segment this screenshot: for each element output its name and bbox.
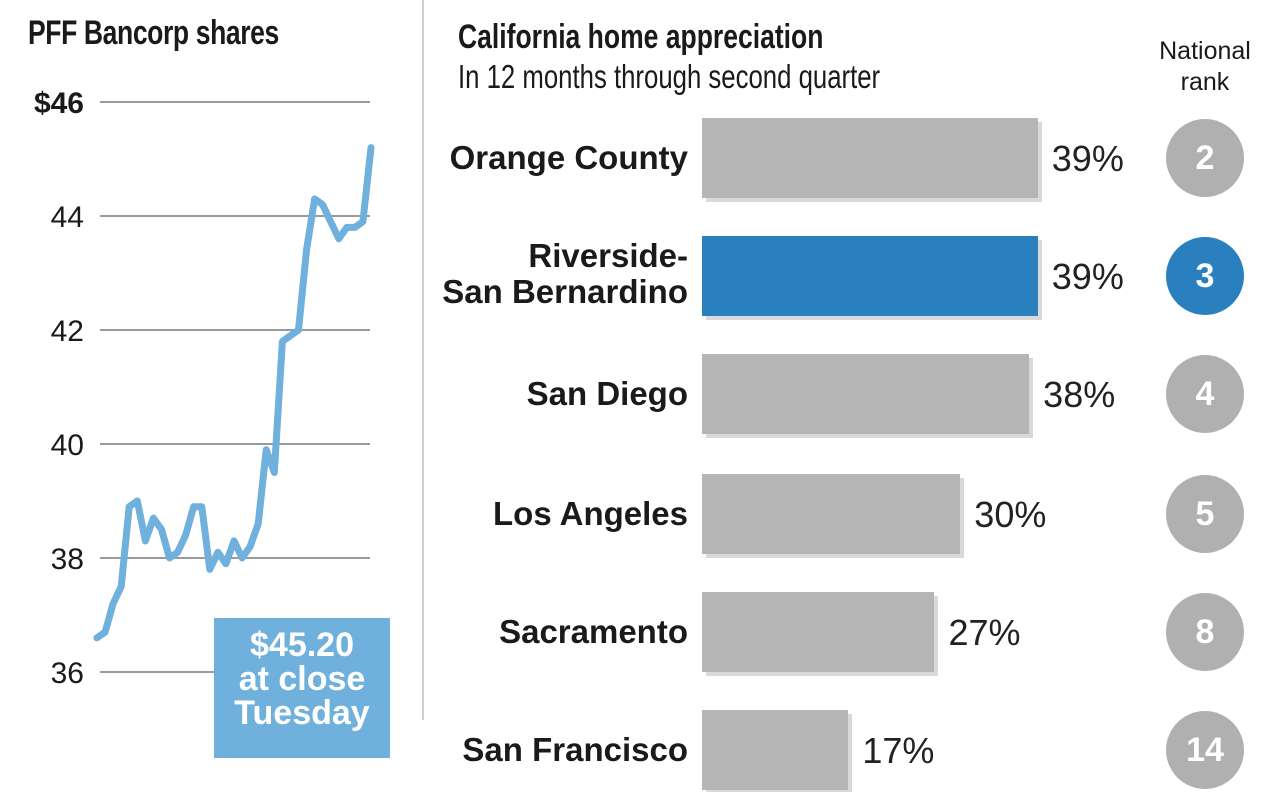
appreciation-chart-title: California home appreciation [458,18,824,56]
metro-label-line: Sacramento [499,613,688,650]
metro-label-line: Los Angeles [493,495,688,532]
national-rank-badge: 4 [1166,355,1244,433]
metro-label: Los Angeles [428,496,688,532]
percent-label: 30% [974,494,1047,535]
y-tick-label: 40 [51,429,84,462]
percent-label: 38% [1043,374,1116,415]
bar-row: Orange County 39% 2 [0,116,1280,200]
appreciation-bar [702,236,1038,316]
stock-chart-title: PFF Bancorp shares [28,14,279,52]
panel-divider [422,0,424,720]
national-rank-badge: 5 [1166,475,1244,553]
appreciation-bar [702,474,961,554]
stock-y-ticks: $46 44 42 40 38 36 [34,87,84,690]
appreciation-bar [702,592,935,672]
national-rank-header: National rank [1150,36,1260,98]
national-rank-badge: 8 [1166,593,1244,671]
appreciation-bar-chart: Orange County 39% 2 Riverside- San Bernardin… [0,116,1280,790]
rank-header-line1: National [1159,37,1251,65]
y-tick-label: 36 [51,657,84,690]
metro-label-line: San Diego [526,375,688,412]
metro-label-line: San Bernardino [442,273,688,310]
appreciation-bar [702,710,849,790]
stock-line-chart: $46 44 42 40 38 36 [34,87,375,690]
metro-label: Riverside- San Bernardino [428,238,688,310]
rank-header-line2: rank [1180,68,1230,96]
percent-label: 27% [948,612,1021,653]
y-tick-label: 44 [51,201,84,234]
bar-row: Riverside- San Bernardino 39% 3 [0,234,1280,318]
percent-label: 39% [1051,138,1124,179]
y-tick-label: $46 [34,87,84,120]
national-rank-badge: 14 [1166,711,1244,789]
appreciation-bar [702,118,1038,198]
metro-label: Orange County [428,140,688,176]
bar-row: San Francisco 17% 14 [0,708,1280,792]
national-rank-badge: 2 [1166,119,1244,197]
metro-label: San Diego [428,376,688,412]
percent-label: 17% [862,730,935,771]
metro-label: Sacramento [428,614,688,650]
metro-label: San Francisco [428,732,688,768]
metro-label-line: Riverside- [528,237,688,274]
bar-row: San Diego 38% 4 [0,352,1280,436]
metro-label-line: San Francisco [462,731,688,768]
y-tick-label: 42 [51,315,84,348]
callout-price: $45.20 [250,626,354,664]
bar-row: Sacramento 27% 8 [0,590,1280,674]
appreciation-chart-subtitle: In 12 months through second quarter [458,58,881,95]
national-rank-badge: 3 [1166,237,1244,315]
metro-label-line: Orange County [449,139,688,176]
percent-label: 39% [1051,256,1124,297]
bar-row: Los Angeles 30% 5 [0,472,1280,556]
callout-at-close: at close [238,660,366,698]
appreciation-bar [702,354,1030,434]
y-tick-label: 38 [51,543,84,576]
stock-price-line [93,144,375,642]
